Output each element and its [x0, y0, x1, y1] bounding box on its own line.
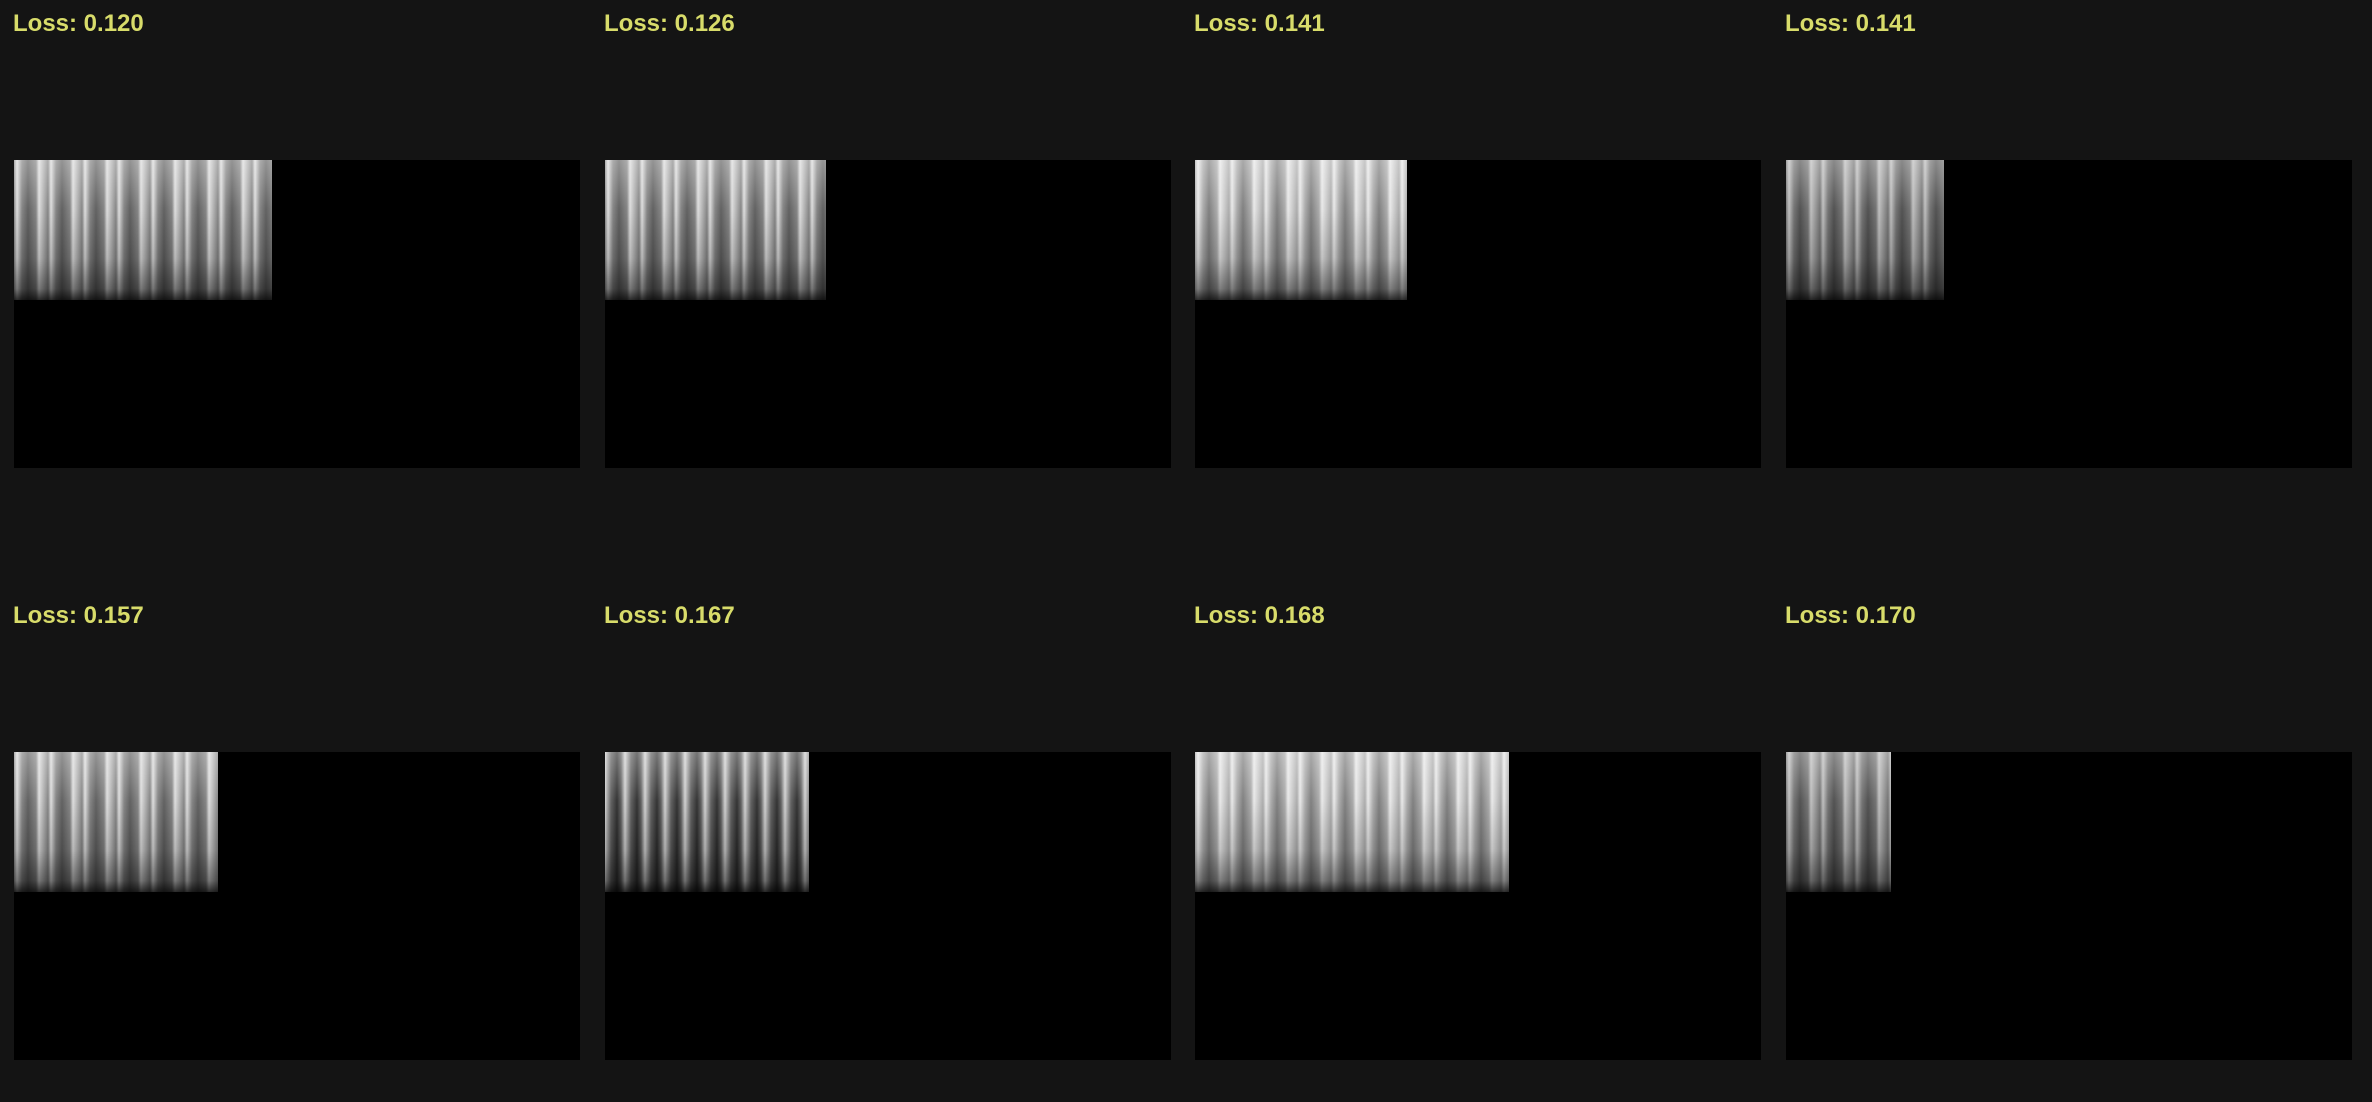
spectrogram-image — [1786, 752, 1891, 893]
spectrogram-image — [605, 752, 809, 893]
spectrogram-image — [1195, 160, 1408, 301]
spectrogram-panel — [14, 752, 580, 1060]
loss-label: Loss: 0.167 — [604, 602, 735, 629]
spectrogram-panel — [605, 752, 1171, 1060]
loss-label: Loss: 0.126 — [604, 10, 735, 37]
loss-label: Loss: 0.141 — [1785, 10, 1916, 37]
spectrogram-panel — [14, 160, 580, 468]
spectrogram-image — [14, 752, 218, 893]
spectrogram-panel — [1195, 752, 1761, 1060]
spectrogram-image — [1195, 752, 1510, 893]
loss-label: Loss: 0.120 — [13, 10, 144, 37]
loss-label: Loss: 0.141 — [1194, 10, 1325, 37]
spectrogram-image — [14, 160, 272, 301]
spectrogram-panel — [1786, 160, 2352, 468]
spectrogram-image — [1786, 160, 1945, 301]
spectrogram-panel — [1786, 752, 2352, 1060]
spectrogram-panel — [1195, 160, 1761, 468]
loss-label: Loss: 0.168 — [1194, 602, 1325, 629]
loss-label: Loss: 0.170 — [1785, 602, 1916, 629]
loss-label: Loss: 0.157 — [13, 602, 144, 629]
spectrogram-panel — [605, 160, 1171, 468]
spectrogram-image — [605, 160, 826, 301]
